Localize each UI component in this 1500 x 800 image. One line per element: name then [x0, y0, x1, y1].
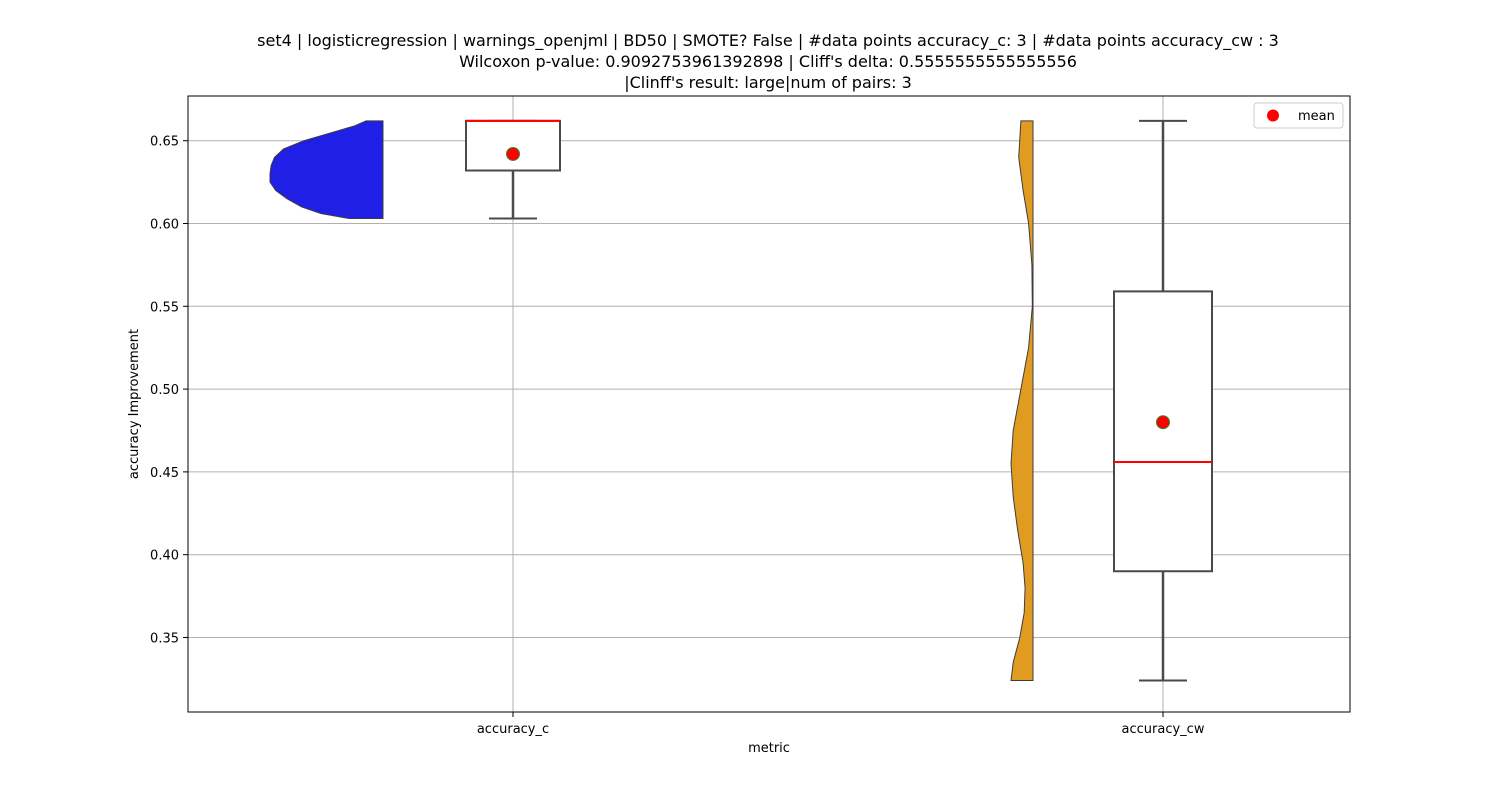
y-axis: 0.35 0.40 0.45 0.50 0.55 0.60 0.65 [150, 135, 188, 646]
plot-area [269, 119, 1213, 682]
x-axis: accuracy_c accuracy_cw [477, 712, 1205, 737]
y-tick-label: 0.60 [150, 218, 179, 233]
x-axis-label: metric [748, 741, 790, 756]
title-line-3: |Clinff's result: large|num of pairs: 3 [624, 73, 912, 92]
y-tick-label: 0.55 [150, 300, 179, 315]
y-tick-label: 0.45 [150, 466, 179, 481]
mean-marker [1156, 415, 1170, 430]
mean-marker [506, 146, 520, 161]
y-tick-label: 0.40 [150, 549, 179, 564]
legend-mean-marker [1267, 109, 1279, 122]
title-line-1: set4 | logisticregression | warnings_ope… [257, 31, 1279, 51]
y-tick-label: 0.35 [150, 631, 179, 646]
iqr-box [465, 119, 561, 172]
chart-title: set4 | logisticregression | warnings_ope… [257, 31, 1279, 92]
legend-mean-label: mean [1298, 109, 1335, 124]
y-axis-label: accuracy Improvement [127, 329, 142, 479]
x-tick-label: accuracy_c [477, 722, 549, 737]
y-tick-label: 0.65 [150, 135, 179, 150]
violin-accuracy_c [269, 120, 384, 220]
violin-accuracy_cw [1010, 120, 1034, 682]
x-tick-label: accuracy_cw [1122, 722, 1205, 737]
boxplot-accuracy_cw [1113, 119, 1213, 682]
legend-box [1253, 102, 1344, 129]
boxplot-accuracy_c [465, 119, 561, 220]
legend: mean [1253, 102, 1344, 129]
title-line-2: Wilcoxon p-value: 0.9092753961392898 | C… [459, 52, 1077, 71]
y-tick-label: 0.50 [150, 383, 179, 398]
iqr-box [1113, 290, 1213, 573]
plot-frame [187, 95, 1351, 713]
